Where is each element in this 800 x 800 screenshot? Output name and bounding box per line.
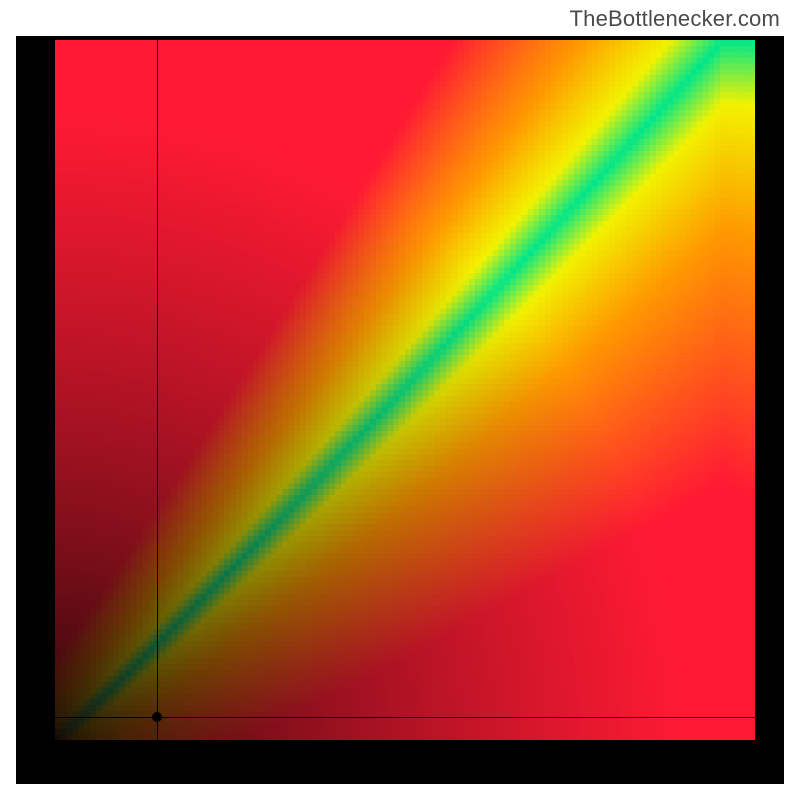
crosshair-vertical xyxy=(157,40,158,740)
watermark-text: TheBottlenecker.com xyxy=(570,6,780,32)
chart-container: { "watermark": { "text": "TheBottlenecke… xyxy=(0,0,800,800)
crosshair-marker[interactable] xyxy=(152,712,162,722)
bottleneck-heatmap xyxy=(55,40,755,740)
